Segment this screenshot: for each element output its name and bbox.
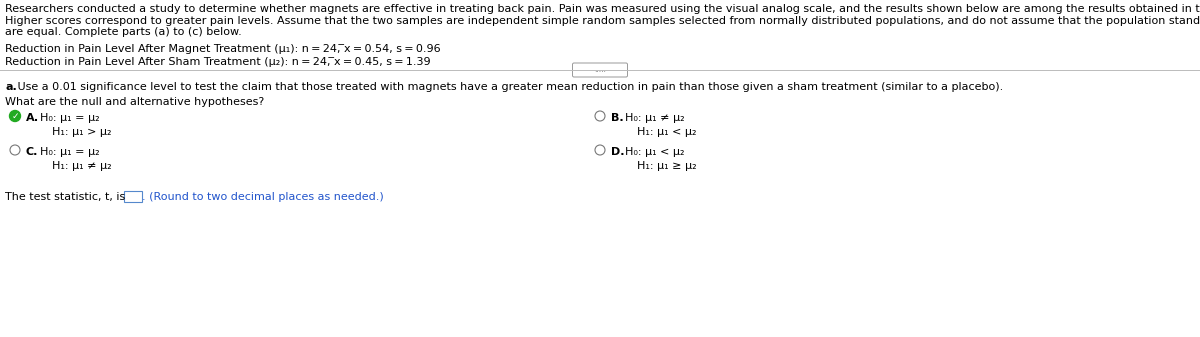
Text: Use a 0.01 significance level to test the claim that those treated with magnets : Use a 0.01 significance level to test th… bbox=[14, 82, 1003, 92]
Text: .....: ..... bbox=[594, 65, 606, 74]
Text: H₀: μ₁ = μ₂: H₀: μ₁ = μ₂ bbox=[40, 147, 100, 157]
Text: A.: A. bbox=[26, 113, 40, 123]
Text: Reduction in Pain Level After Sham Treatment (μ₂): n = 24, ̅x = 0.45, s = 1.39: Reduction in Pain Level After Sham Treat… bbox=[5, 57, 431, 67]
Text: What are the null and alternative hypotheses?: What are the null and alternative hypoth… bbox=[5, 97, 264, 107]
Text: Reduction in Pain Level After Magnet Treatment (μ₁): n = 24, ̅x = 0.54, s = 0.96: Reduction in Pain Level After Magnet Tre… bbox=[5, 44, 440, 54]
Text: ✓: ✓ bbox=[11, 112, 19, 121]
FancyBboxPatch shape bbox=[572, 63, 628, 77]
Text: The test statistic, t, is: The test statistic, t, is bbox=[5, 192, 125, 202]
Text: C.: C. bbox=[26, 147, 38, 157]
Text: are equal. Complete parts (a) to (c) below.: are equal. Complete parts (a) to (c) bel… bbox=[5, 27, 241, 37]
Text: H₀: μ₁ = μ₂: H₀: μ₁ = μ₂ bbox=[40, 113, 100, 123]
Circle shape bbox=[10, 111, 20, 122]
Text: B.: B. bbox=[611, 113, 624, 123]
Text: H₁: μ₁ < μ₂: H₁: μ₁ < μ₂ bbox=[637, 127, 696, 137]
Text: D.: D. bbox=[611, 147, 624, 157]
Text: . (Round to two decimal places as needed.): . (Round to two decimal places as needed… bbox=[143, 192, 384, 202]
Text: Researchers conducted a study to determine whether magnets are effective in trea: Researchers conducted a study to determi… bbox=[5, 4, 1200, 14]
Text: H₁: μ₁ ≥ μ₂: H₁: μ₁ ≥ μ₂ bbox=[637, 161, 697, 171]
Text: H₀: μ₁ < μ₂: H₀: μ₁ < μ₂ bbox=[625, 147, 684, 157]
Text: H₁: μ₁ ≠ μ₂: H₁: μ₁ ≠ μ₂ bbox=[52, 161, 112, 171]
Text: H₀: μ₁ ≠ μ₂: H₀: μ₁ ≠ μ₂ bbox=[625, 113, 685, 123]
FancyBboxPatch shape bbox=[124, 191, 142, 202]
Text: a.: a. bbox=[5, 82, 17, 92]
Text: Higher scores correspond to greater pain levels. Assume that the two samples are: Higher scores correspond to greater pain… bbox=[5, 16, 1200, 26]
Text: H₁: μ₁ > μ₂: H₁: μ₁ > μ₂ bbox=[52, 127, 112, 137]
